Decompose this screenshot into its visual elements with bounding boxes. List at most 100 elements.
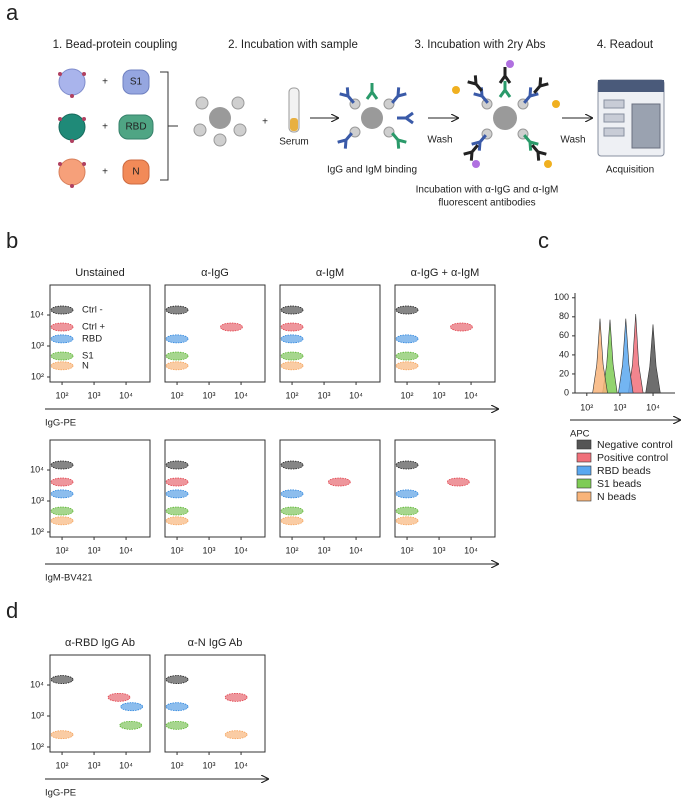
- cell-cluster: [395, 460, 419, 470]
- population-label: N: [82, 360, 89, 371]
- cell-cluster: [280, 351, 304, 361]
- population-label: Ctrl -: [82, 305, 103, 316]
- step-title: 1. Bead-protein coupling: [53, 39, 178, 51]
- y-tick-label: 10²: [31, 741, 44, 751]
- cell-cluster: [50, 305, 74, 315]
- plot-frame: [49, 439, 151, 538]
- y-tick-label: 10³: [31, 495, 44, 505]
- bracket: [160, 71, 178, 181]
- serum-label: Serum: [279, 137, 308, 148]
- cell-cluster: [395, 506, 419, 516]
- plot-title: α-IgG: [201, 267, 229, 279]
- cell-cluster: [395, 334, 419, 344]
- cell-cluster: [395, 305, 419, 315]
- cell-cluster: [50, 460, 74, 470]
- proteins: [118, 69, 154, 185]
- cell-cluster: [446, 477, 470, 487]
- cell-cluster: [395, 489, 419, 499]
- plot-frame: [49, 284, 151, 383]
- plus: +: [262, 117, 268, 128]
- coupled-bead: [193, 96, 247, 147]
- histogram-curve: [602, 319, 618, 394]
- cell-cluster: [50, 516, 74, 526]
- x-tick-label: 10⁴: [234, 545, 248, 555]
- y-tick-label: 10⁴: [30, 464, 44, 474]
- plot-title: α-IgM: [316, 267, 344, 279]
- plot-frame: [394, 284, 496, 383]
- cell-cluster: [165, 334, 189, 344]
- legend-label: S1 beads: [597, 478, 641, 490]
- histogram-curve: [618, 318, 634, 394]
- legend-label: N beads: [597, 491, 636, 503]
- y-tick-label: 40: [559, 349, 569, 359]
- cell-cluster: [280, 361, 304, 371]
- x-tick-label: 10²: [171, 760, 184, 770]
- legend-label: Negative control: [597, 439, 673, 451]
- cell-cluster: [119, 720, 143, 730]
- wash-label: Wash: [560, 135, 585, 146]
- y-tick-label: 80: [559, 311, 569, 321]
- plot-frame: [279, 439, 381, 538]
- protein-label: S1: [130, 77, 143, 88]
- panel-label: b: [6, 228, 18, 253]
- bound-bead: [336, 81, 415, 151]
- cell-cluster: [50, 477, 74, 487]
- beads: [58, 68, 86, 188]
- x-axis-label: APC: [570, 429, 590, 440]
- cell-cluster: [165, 516, 189, 526]
- note-line: Incubation with α-IgG and α-IgM: [416, 185, 559, 196]
- plot-frame: [164, 284, 266, 383]
- cell-cluster: [280, 305, 304, 315]
- x-tick-label: 10³: [433, 545, 446, 555]
- cell-cluster: [165, 675, 189, 684]
- cell-cluster: [165, 460, 189, 470]
- binding-label: IgG and IgM binding: [327, 165, 417, 176]
- cell-cluster: [50, 675, 74, 684]
- x-axis-label: IgM-BV421: [45, 573, 93, 584]
- cell-cluster: [165, 489, 189, 499]
- plot-frame: [164, 654, 266, 753]
- x-tick-label: 10³: [88, 545, 101, 555]
- legend-swatch: [576, 465, 592, 476]
- plot-title: Unstained: [75, 267, 125, 279]
- plot-title: α-IgG + α-IgM: [411, 267, 480, 279]
- cell-cluster: [50, 361, 74, 371]
- x-tick-label: 10⁴: [119, 390, 133, 400]
- x-tick-label: 10³: [203, 760, 216, 770]
- legend-swatch: [576, 478, 592, 489]
- plot-frame: [279, 284, 381, 383]
- plus: +: [102, 122, 108, 133]
- population-label: S1: [82, 351, 94, 362]
- legend-swatch: [576, 439, 592, 450]
- note-line: fluorescent antibodies: [438, 198, 535, 209]
- y-tick-label: 10²: [31, 371, 44, 381]
- cell-cluster: [450, 322, 473, 332]
- step-title: 2. Incubation with sample: [228, 39, 358, 51]
- x-tick-label: 10²: [171, 545, 184, 555]
- cell-cluster: [280, 506, 304, 516]
- x-axis-label: IgG-PE: [45, 788, 76, 799]
- panel-label: c: [538, 228, 549, 253]
- x-tick-label: 10³: [88, 760, 101, 770]
- protein-label: RBD: [125, 122, 146, 133]
- readout-label: Acquisition: [606, 165, 654, 176]
- cell-cluster: [50, 322, 74, 332]
- cell-cluster: [327, 477, 351, 487]
- legend-label: RBD beads: [597, 465, 651, 477]
- histogram-curve: [628, 313, 644, 394]
- cell-cluster: [50, 730, 74, 740]
- step-title: 3. Incubation with 2ry Abs: [414, 39, 545, 51]
- x-tick-label: 10²: [401, 545, 414, 555]
- wash-label: Wash: [427, 135, 452, 146]
- x-tick-label: 10³: [318, 545, 331, 555]
- plot-frame: [164, 439, 266, 538]
- serum-tube: [288, 87, 300, 133]
- x-tick-label: 10⁴: [119, 545, 133, 555]
- x-tick-label: 10⁴: [646, 402, 660, 412]
- y-tick-label: 100: [554, 292, 569, 302]
- cell-cluster: [280, 334, 304, 344]
- x-tick-label: 10³: [613, 402, 626, 412]
- cell-cluster: [50, 334, 74, 344]
- plot-frame: [49, 654, 151, 753]
